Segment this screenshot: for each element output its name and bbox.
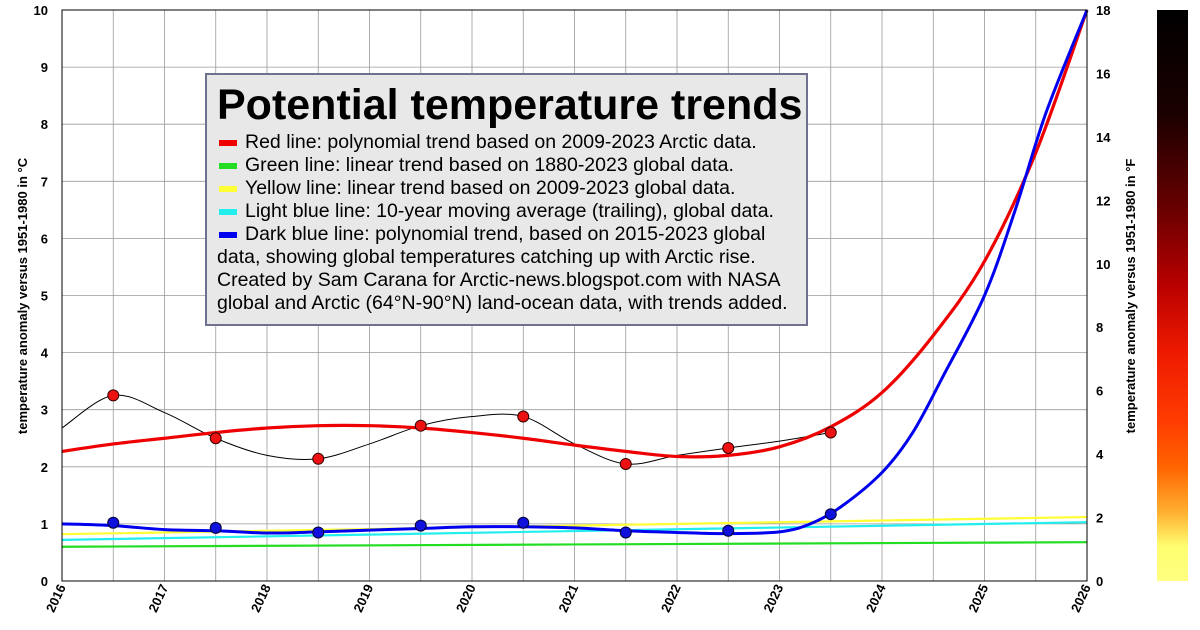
series-line-red [61, 9, 1089, 459]
x-tick-label: 2022 [658, 582, 684, 615]
y-tick-label-left: 10 [34, 3, 48, 18]
y-tick-label-right: 16 [1096, 66, 1110, 81]
legend-item-red: Red line: polynomial trend based on 2009… [217, 131, 796, 154]
color-scale-bar [1157, 10, 1188, 581]
y-tick-label-right: 0 [1096, 574, 1103, 589]
legend-note-2: Created by Sam Carana for Arctic-news.bl… [217, 269, 781, 291]
y-tick-label-left: 4 [41, 346, 49, 361]
data-point-global [209, 521, 222, 534]
x-tick-label: 2026 [1068, 582, 1094, 615]
y-tick-label-left: 0 [41, 574, 48, 589]
legend-item-light-blue: Light blue line: 10-year moving average … [217, 200, 796, 223]
y-tick-label-left: 7 [41, 174, 48, 189]
y-tick-label-left: 1 [41, 517, 48, 532]
data-point-global [619, 526, 632, 539]
x-tick-label: 2023 [760, 582, 786, 615]
legend-note-3: global and Arctic (64°N-90°N) land-ocean… [217, 292, 788, 314]
legend-swatch-yellow [219, 186, 237, 192]
legend-note-1: data, showing global temperatures catchi… [217, 246, 756, 268]
x-tick-label: 2017 [145, 582, 171, 615]
y-tick-label-right: 2 [1096, 511, 1103, 526]
series-line-green [61, 541, 1088, 548]
data-point-global [414, 519, 427, 532]
data-point-global [312, 526, 325, 539]
y-tick-label-left: 5 [41, 289, 48, 304]
y-tick-label-right: 6 [1096, 384, 1103, 399]
x-tick-label: 2019 [350, 582, 376, 615]
legend-swatch-light-blue [219, 209, 237, 215]
data-point-arctic [312, 452, 325, 465]
x-tick-label: 2024 [863, 581, 889, 614]
y-tick-label-right: 4 [1096, 447, 1104, 462]
legend-label-red: Red line: polynomial trend based on 2009… [245, 131, 757, 153]
data-point-arctic [824, 426, 837, 439]
legend-label-green: Green line: linear trend based on 1880-2… [245, 154, 734, 176]
data-point-global [517, 516, 530, 529]
series-line-black [61, 394, 831, 465]
y-tick-label-left: 3 [41, 403, 48, 418]
y-tick-label-right: 8 [1096, 320, 1103, 335]
data-point-arctic [107, 389, 120, 402]
data-point-arctic [414, 419, 427, 432]
y-tick-label-left: 9 [41, 60, 48, 75]
legend-item-dark-blue: Dark blue line: polynomial trend, based … [217, 223, 796, 246]
series-line-dark-blue [61, 9, 1089, 536]
y-tick-label-left: 2 [41, 460, 48, 475]
legend-swatch-red [219, 140, 237, 146]
chart-title: Potential temperature trends [217, 81, 803, 129]
data-point-global [824, 508, 837, 521]
y-tick-label-right: 14 [1096, 130, 1111, 145]
y-tick-label-right: 12 [1096, 193, 1110, 208]
legend-swatch-green [219, 163, 237, 169]
data-point-arctic [722, 441, 735, 454]
legend-label-light-blue: Light blue line: 10-year moving average … [245, 200, 774, 222]
legend-swatch-dark-blue [219, 232, 237, 238]
y-tick-label-right: 10 [1096, 257, 1110, 272]
x-tick-label: 2020 [453, 582, 479, 615]
series-line-light-blue [61, 521, 1088, 541]
data-point-arctic [517, 410, 530, 423]
data-point-global [722, 524, 735, 537]
x-tick-label: 2021 [555, 582, 581, 615]
x-tick-label: 2018 [248, 582, 274, 615]
y-tick-label-left: 8 [41, 117, 48, 132]
y-tick-label-right: 18 [1096, 3, 1110, 18]
data-point-global [107, 516, 120, 529]
data-point-arctic [619, 457, 632, 470]
legend-label-dark-blue: Dark blue line: polynomial trend, based … [245, 223, 766, 245]
y-axis-label-left: temperature anomaly versus 1951-1980 in … [15, 157, 30, 434]
x-tick-label: 2025 [965, 582, 991, 615]
data-points [107, 389, 837, 539]
legend-item-yellow: Yellow line: linear trend based on 2009-… [217, 177, 796, 200]
legend-item-green: Green line: linear trend based on 1880-2… [217, 154, 796, 177]
series-line-yellow [61, 515, 1088, 536]
y-axis-label-right: temperature anomaly versus 1951-1980 in … [1123, 159, 1138, 434]
y-tick-label-left: 6 [41, 231, 48, 246]
legend-label-yellow: Yellow line: linear trend based on 2009-… [245, 177, 736, 199]
legend-box: Potential temperature trends Red line: p… [205, 73, 808, 326]
series-lines [61, 9, 1089, 548]
plot-frame [61, 9, 1088, 582]
data-point-arctic [209, 432, 222, 445]
